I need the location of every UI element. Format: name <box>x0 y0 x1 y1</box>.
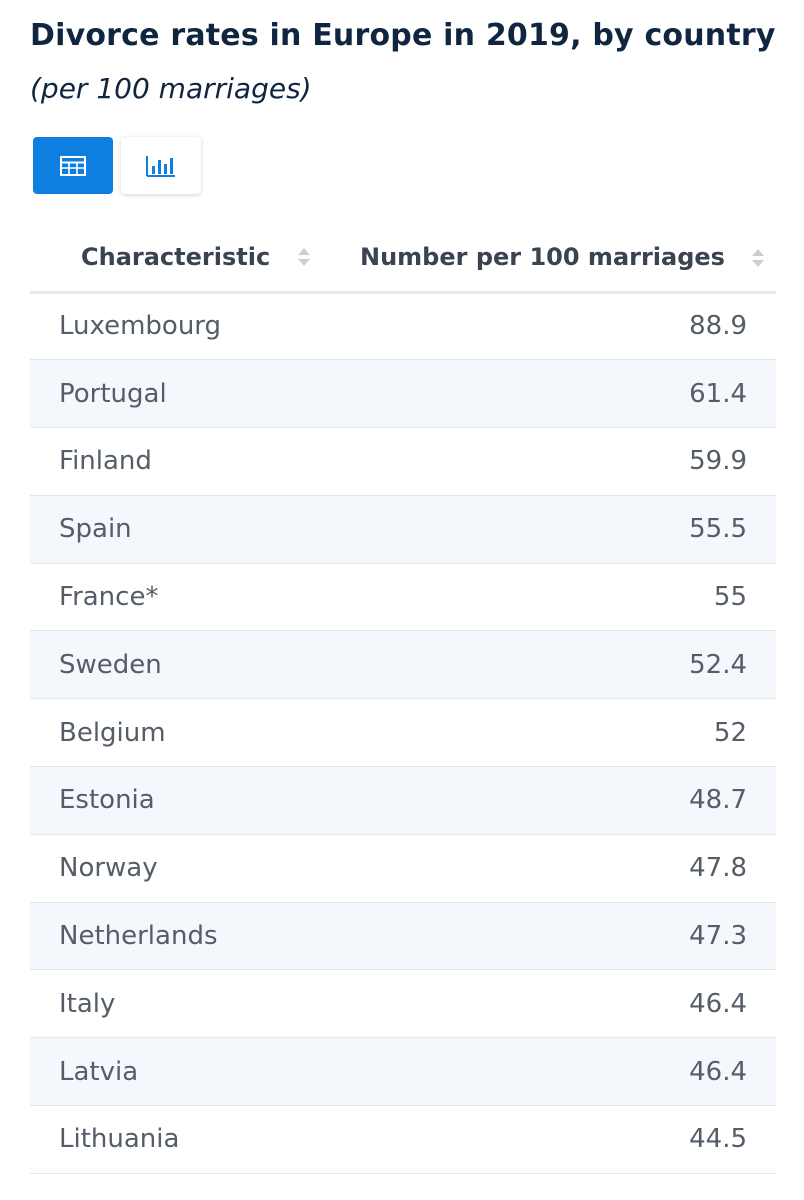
country-cell: Latvia <box>30 1037 360 1107</box>
table-header-row: Characteristic Number per 100 marriages <box>30 224 776 294</box>
table-body: Luxembourg 88.9 Portugal 61.4 Finland 59.9 Spa… <box>30 292 776 1174</box>
country-cell: Lithuania <box>30 1105 360 1174</box>
bar-chart-icon <box>146 155 175 177</box>
table-icon <box>60 155 86 176</box>
column-header-label: Characteristic <box>81 243 271 272</box>
view-toggle <box>33 137 201 194</box>
country-cell: Luxembourg <box>30 292 360 361</box>
table-row: Norway 47.8 <box>30 834 776 903</box>
value-cell: 47.8 <box>360 834 776 903</box>
country-cell: France* <box>30 563 360 632</box>
table-row: Spain 55.5 <box>30 495 776 564</box>
country-cell: Spain <box>30 495 360 564</box>
column-header-label: Number per 100 marriages <box>360 243 725 272</box>
table-row: Italy 46.4 <box>30 969 776 1039</box>
data-table: Characteristic Number per 100 marriages <box>30 224 776 1174</box>
value-cell: 46.4 <box>360 969 776 1039</box>
column-header-characteristic[interactable]: Characteristic <box>30 224 360 294</box>
table-row: Latvia 46.4 <box>30 1037 776 1107</box>
value-cell: 48.7 <box>360 766 776 835</box>
sort-icon[interactable] <box>296 245 312 269</box>
table-row: Sweden 52.4 <box>30 630 776 700</box>
value-cell: 52.4 <box>360 630 776 700</box>
value-cell: 44.5 <box>360 1105 776 1174</box>
country-cell: Sweden <box>30 630 360 700</box>
value-cell: 55 <box>360 563 776 632</box>
value-cell: 55.5 <box>360 495 776 564</box>
table-row: Belgium 52 <box>30 698 776 768</box>
country-cell: Norway <box>30 834 360 903</box>
page-subtitle: (per 100 marriages) <box>30 72 312 105</box>
country-cell: Belgium <box>30 698 360 768</box>
value-cell: 88.9 <box>360 292 776 361</box>
value-cell: 46.4 <box>360 1037 776 1107</box>
table-row: Lithuania 44.5 <box>30 1105 776 1174</box>
value-cell: 47.3 <box>360 902 776 971</box>
country-cell: Portugal <box>30 359 360 429</box>
country-cell: Estonia <box>30 766 360 835</box>
country-cell: Netherlands <box>30 902 360 971</box>
table-row: Finland 59.9 <box>30 427 776 496</box>
country-cell: Italy <box>30 969 360 1039</box>
table-row: France* 55 <box>30 563 776 632</box>
table-row: Luxembourg 88.9 <box>30 292 776 361</box>
table-view-button[interactable] <box>33 137 113 194</box>
sort-icon[interactable] <box>750 246 766 270</box>
country-cell: Finland <box>30 427 360 496</box>
value-cell: 52 <box>360 698 776 768</box>
table-row: Estonia 48.7 <box>30 766 776 835</box>
column-header-number[interactable]: Number per 100 marriages <box>360 224 776 294</box>
value-cell: 59.9 <box>360 427 776 496</box>
table-row: Netherlands 47.3 <box>30 902 776 971</box>
table-row: Portugal 61.4 <box>30 359 776 429</box>
page-title: Divorce rates in Europe in 2019, by coun… <box>30 18 776 53</box>
chart-view-button[interactable] <box>121 137 201 194</box>
value-cell: 61.4 <box>360 359 776 429</box>
